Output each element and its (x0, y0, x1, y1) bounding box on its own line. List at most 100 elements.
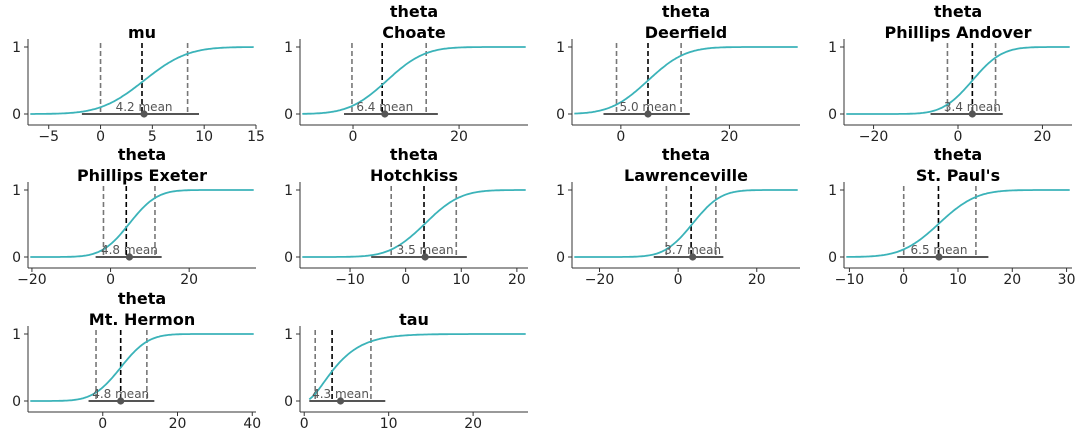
y-tick-label: 1 (284, 183, 293, 199)
y-tick-label: 1 (284, 327, 293, 343)
point-estimate (117, 397, 125, 405)
subplot-title-line: theta (390, 2, 438, 21)
subplot-title-line: theta (390, 145, 438, 164)
subplot-title-line: theta (662, 2, 710, 21)
y-tick-label: 0 (12, 107, 21, 123)
point-estimate (689, 253, 697, 261)
x-tick-label: 0 (954, 129, 963, 145)
point-estimate (644, 110, 652, 118)
cdf-line (574, 46, 798, 115)
subplot-title-line: Deerfield (645, 23, 728, 42)
cdf-line (30, 333, 254, 402)
y-tick-label: 1 (556, 183, 565, 199)
x-tick-label: −5 (38, 129, 59, 145)
mean-label: 6.4 mean (356, 100, 413, 114)
cdf-line (302, 46, 526, 115)
subplot-title-line: theta (118, 145, 166, 164)
subplot-9: tau 0 1 0 10 20 4.3 mean (272, 287, 542, 430)
subplot-title-line: St. Paul's (916, 166, 1000, 185)
x-tick-label: 10 (195, 129, 213, 145)
x-tick-label: 20 (1003, 272, 1021, 288)
x-tick-label: 0 (96, 129, 105, 145)
subplot-svg: theta Phillips Exeter 0 1 −20 0 20 4.8 mean (12, 145, 256, 288)
x-tick-label: −10 (335, 272, 365, 288)
subplot-title-line: theta (662, 145, 710, 164)
point-estimate (935, 253, 943, 261)
x-tick-label: 0 (674, 272, 683, 288)
mean-label: 3.5 mean (397, 243, 454, 257)
mean-label: 4.8 mean (101, 243, 158, 257)
subplot-title-line: Hotchkiss (370, 166, 458, 185)
subplot-5: theta Hotchkiss 0 1 −10 0 10 20 3.5 mean (272, 143, 542, 288)
subplot-title-line: Choate (382, 23, 446, 42)
x-tick-label: 40 (243, 416, 261, 430)
mean-label: 4.8 mean (92, 387, 149, 401)
x-tick-label: 10 (380, 416, 398, 430)
y-tick-label: 1 (12, 327, 21, 343)
x-tick-label: 20 (508, 272, 526, 288)
y-tick-label: 0 (284, 394, 293, 410)
y-tick-label: 1 (828, 40, 837, 56)
y-tick-label: 1 (12, 183, 21, 199)
point-estimate (968, 110, 976, 118)
subplot-title-line: Mt. Hermon (89, 310, 195, 329)
subplot-title-line: theta (934, 145, 982, 164)
subplot-6: theta Lawrenceville 0 1 −20 0 20 3.7 mean (544, 143, 814, 288)
y-tick-label: 1 (12, 40, 21, 56)
y-tick-label: 0 (828, 107, 837, 123)
x-tick-label: 10 (949, 272, 967, 288)
x-tick-label: −10 (835, 272, 865, 288)
subplot-3: theta Phillips Andover 0 1 −20 0 20 3.4 mean (816, 0, 1080, 145)
subplot-title-line: theta (934, 2, 982, 21)
y-tick-label: 0 (12, 394, 21, 410)
x-tick-label: 0 (401, 272, 410, 288)
subplot-title-line: theta (118, 289, 166, 308)
x-tick-label: 20 (1034, 129, 1052, 145)
x-tick-label: 20 (180, 272, 198, 288)
point-estimate (140, 110, 148, 118)
cdf-line (308, 333, 526, 401)
subplot-svg: theta St. Paul's 0 1 −10 0 10 20 30 6.5 mean (828, 145, 1075, 288)
x-tick-label: 0 (349, 129, 358, 145)
point-estimate (125, 253, 134, 261)
mean-label: 6.5 mean (911, 243, 968, 257)
point-estimate (421, 253, 429, 261)
point-estimate (336, 397, 345, 405)
y-tick-label: 0 (828, 250, 837, 266)
x-tick-label: 5 (148, 129, 157, 145)
cdf-line (846, 46, 1070, 115)
mean-label: 4.2 mean (116, 100, 173, 114)
point-estimate (381, 110, 389, 118)
x-tick-label: 0 (899, 272, 908, 288)
x-tick-label: 20 (450, 129, 468, 145)
subplot-2: theta Deerfield 0 1 0 20 5.0 mean (544, 0, 814, 145)
x-tick-label: 0 (616, 129, 625, 145)
x-tick-label: 0 (98, 416, 107, 430)
cdf-line (846, 189, 1070, 258)
subplot-8: theta Mt. Hermon 0 1 0 20 40 4.8 mean (0, 287, 270, 430)
subplot-title-line: Phillips Andover (885, 23, 1032, 42)
subplot-title-line: mu (128, 23, 156, 42)
x-tick-label: 20 (748, 272, 766, 288)
subplot-title-line: Phillips Exeter (77, 166, 207, 185)
x-tick-label: 0 (106, 272, 115, 288)
subplot-svg: theta Lawrenceville 0 1 −20 0 20 3.7 mean (556, 145, 800, 288)
cdf-line (30, 46, 254, 115)
x-tick-label: 10 (452, 272, 470, 288)
y-tick-label: 0 (284, 250, 293, 266)
x-tick-label: −20 (859, 129, 889, 145)
y-tick-label: 0 (556, 107, 565, 123)
mean-label: 3.7 mean (664, 243, 721, 257)
x-tick-label: −20 (585, 272, 615, 288)
x-tick-label: 0 (300, 416, 309, 430)
mean-label: 5.0 mean (620, 100, 677, 114)
mean-label: 3.4 mean (944, 100, 1001, 114)
cdf-line (574, 189, 798, 258)
y-tick-label: 0 (556, 250, 565, 266)
subplot-svg: theta Phillips Andover 0 1 −20 0 20 3.4 mean (828, 2, 1072, 145)
y-tick-label: 0 (284, 107, 293, 123)
